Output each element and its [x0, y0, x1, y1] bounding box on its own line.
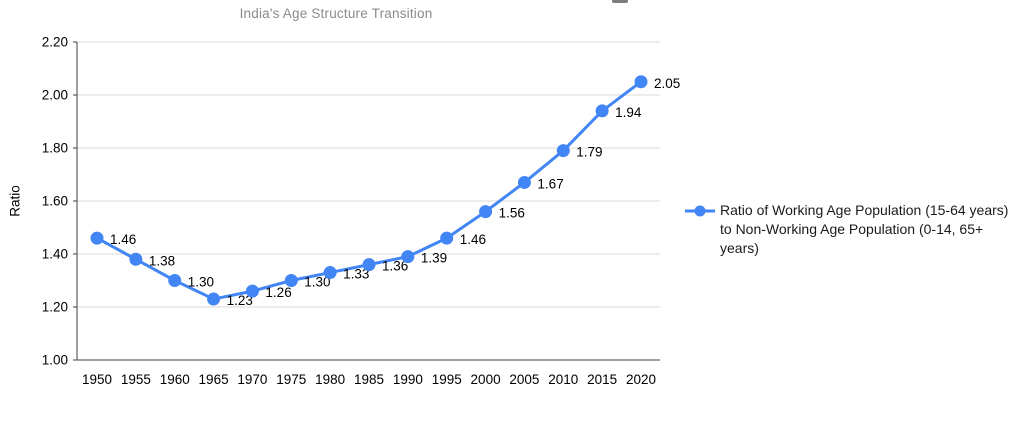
data-point[interactable] — [129, 252, 143, 266]
data-point[interactable] — [245, 284, 259, 298]
data-point[interactable] — [401, 250, 415, 264]
legend-series-label: Ratio of Working Age Population (15-64 y… — [720, 202, 1009, 256]
data-point[interactable] — [479, 205, 493, 219]
x-tick-label: 1970 — [237, 372, 267, 387]
data-point-label: 1.46 — [460, 232, 486, 247]
x-tick-label: 1980 — [315, 372, 345, 387]
y-tick-label: 1.40 — [42, 247, 68, 262]
x-tick-label: 2020 — [626, 372, 656, 387]
data-point[interactable] — [634, 75, 648, 89]
data-point[interactable] — [362, 258, 376, 272]
data-point-label: 1.56 — [499, 206, 525, 221]
legend-series-marker-icon — [685, 205, 715, 217]
x-tick-label: 2015 — [587, 372, 617, 387]
x-tick-label: 1955 — [121, 372, 151, 387]
data-point[interactable] — [207, 292, 221, 306]
x-tick-label: 1950 — [82, 372, 112, 387]
y-tick-label: 1.60 — [42, 194, 68, 209]
y-tick-label: 1.00 — [42, 353, 68, 368]
x-tick-label: 1960 — [160, 372, 190, 387]
x-tick-label: 2010 — [548, 372, 578, 387]
data-point-label: 1.26 — [265, 285, 291, 300]
x-tick-label: 1990 — [393, 372, 423, 387]
y-tick-label: 1.20 — [42, 300, 68, 315]
data-point[interactable] — [556, 144, 570, 158]
data-point[interactable] — [323, 266, 337, 280]
x-tick-label: 1995 — [432, 372, 462, 387]
data-point[interactable] — [517, 175, 531, 189]
data-point[interactable] — [440, 231, 454, 245]
x-tick-label: 2000 — [471, 372, 501, 387]
data-point-label: 1.46 — [110, 232, 136, 247]
legend[interactable]: Ratio of Working Age Population (15-64 y… — [684, 201, 1014, 258]
x-tick-label: 1975 — [276, 372, 306, 387]
y-tick-label: 1.80 — [42, 141, 68, 156]
data-point-label: 1.79 — [576, 145, 602, 160]
y-tick-label: 2.00 — [42, 88, 68, 103]
y-tick-label: 2.20 — [42, 35, 68, 50]
data-point[interactable] — [284, 274, 298, 287]
data-point-label: 1.23 — [227, 293, 253, 308]
data-point-label: 2.05 — [654, 76, 680, 91]
data-point-label: 1.33 — [343, 267, 369, 282]
data-point-label: 1.94 — [615, 105, 642, 120]
data-point-label: 1.67 — [537, 176, 563, 191]
data-point-label: 1.38 — [149, 253, 175, 268]
chart-subtitle: India's Age Structure Transition — [239, 6, 433, 21]
data-point[interactable] — [168, 274, 182, 287]
x-tick-label: 1985 — [354, 372, 384, 387]
data-point[interactable] — [595, 104, 609, 118]
data-point-label: 1.39 — [421, 251, 447, 266]
data-point[interactable] — [90, 231, 104, 245]
x-tick-label: 1965 — [199, 372, 229, 387]
data-point-label: 1.30 — [188, 275, 214, 290]
cropped-title-fragment — [612, 0, 628, 3]
x-tick-label: 2005 — [509, 372, 539, 387]
data-point-label: 1.36 — [382, 259, 408, 274]
data-point-label: 1.30 — [304, 275, 330, 290]
